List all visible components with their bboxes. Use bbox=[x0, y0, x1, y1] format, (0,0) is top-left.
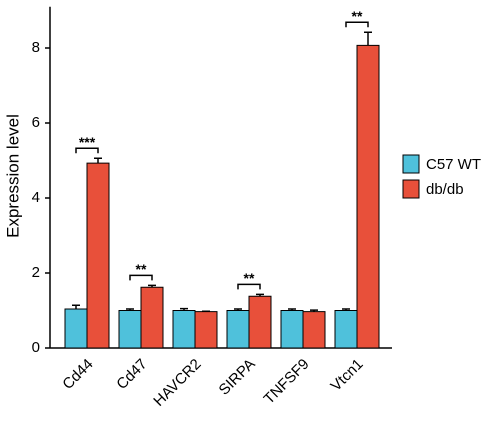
y-tick-label: 2 bbox=[32, 264, 40, 281]
error-bar bbox=[72, 304, 80, 309]
significance-label: ** bbox=[244, 270, 255, 286]
x-tick-label: HAVCR2 bbox=[150, 356, 204, 410]
bar bbox=[280, 310, 304, 349]
bar bbox=[334, 310, 358, 349]
bar bbox=[172, 310, 196, 349]
bar bbox=[140, 286, 164, 349]
error-bar bbox=[310, 309, 318, 312]
x-tick-label: Vtcn1 bbox=[327, 356, 366, 395]
y-tick-label: 6 bbox=[32, 114, 40, 131]
legend-swatch bbox=[402, 179, 420, 199]
error-bar bbox=[234, 308, 242, 311]
bar bbox=[194, 311, 218, 349]
x-tick-label: SIRPA bbox=[216, 356, 259, 399]
significance-label: *** bbox=[79, 134, 96, 150]
y-tick-label: 8 bbox=[32, 39, 40, 56]
significance-label: ** bbox=[136, 261, 147, 277]
bar bbox=[248, 295, 272, 349]
significance-bracket bbox=[129, 274, 153, 281]
x-tick-label: Cd47 bbox=[113, 356, 150, 393]
legend-label: db/db bbox=[426, 181, 464, 198]
bar bbox=[86, 162, 110, 349]
error-bar bbox=[126, 308, 134, 311]
significance-label: ** bbox=[352, 8, 363, 24]
bar bbox=[356, 44, 380, 349]
bar bbox=[302, 311, 326, 349]
bar bbox=[226, 310, 250, 349]
error-bar bbox=[288, 308, 296, 311]
y-tick-label: 0 bbox=[32, 339, 40, 356]
error-bar bbox=[94, 157, 102, 164]
significance-bracket bbox=[345, 21, 369, 28]
x-tick-label: TNFSF9 bbox=[261, 356, 313, 408]
legend-label: C57 WT bbox=[426, 156, 481, 173]
bar bbox=[118, 310, 142, 349]
error-bar bbox=[364, 31, 372, 46]
bar bbox=[64, 308, 88, 349]
error-bar bbox=[256, 293, 264, 297]
error-bar bbox=[148, 284, 156, 288]
significance-bracket bbox=[75, 147, 99, 154]
significance-bracket bbox=[237, 283, 261, 290]
error-bar bbox=[180, 307, 188, 311]
legend-swatch bbox=[402, 154, 420, 174]
error-bar bbox=[342, 308, 350, 311]
y-axis-label: Expression level bbox=[3, 114, 22, 238]
x-tick-label: Cd44 bbox=[59, 356, 96, 393]
y-tick-label: 4 bbox=[32, 189, 40, 206]
